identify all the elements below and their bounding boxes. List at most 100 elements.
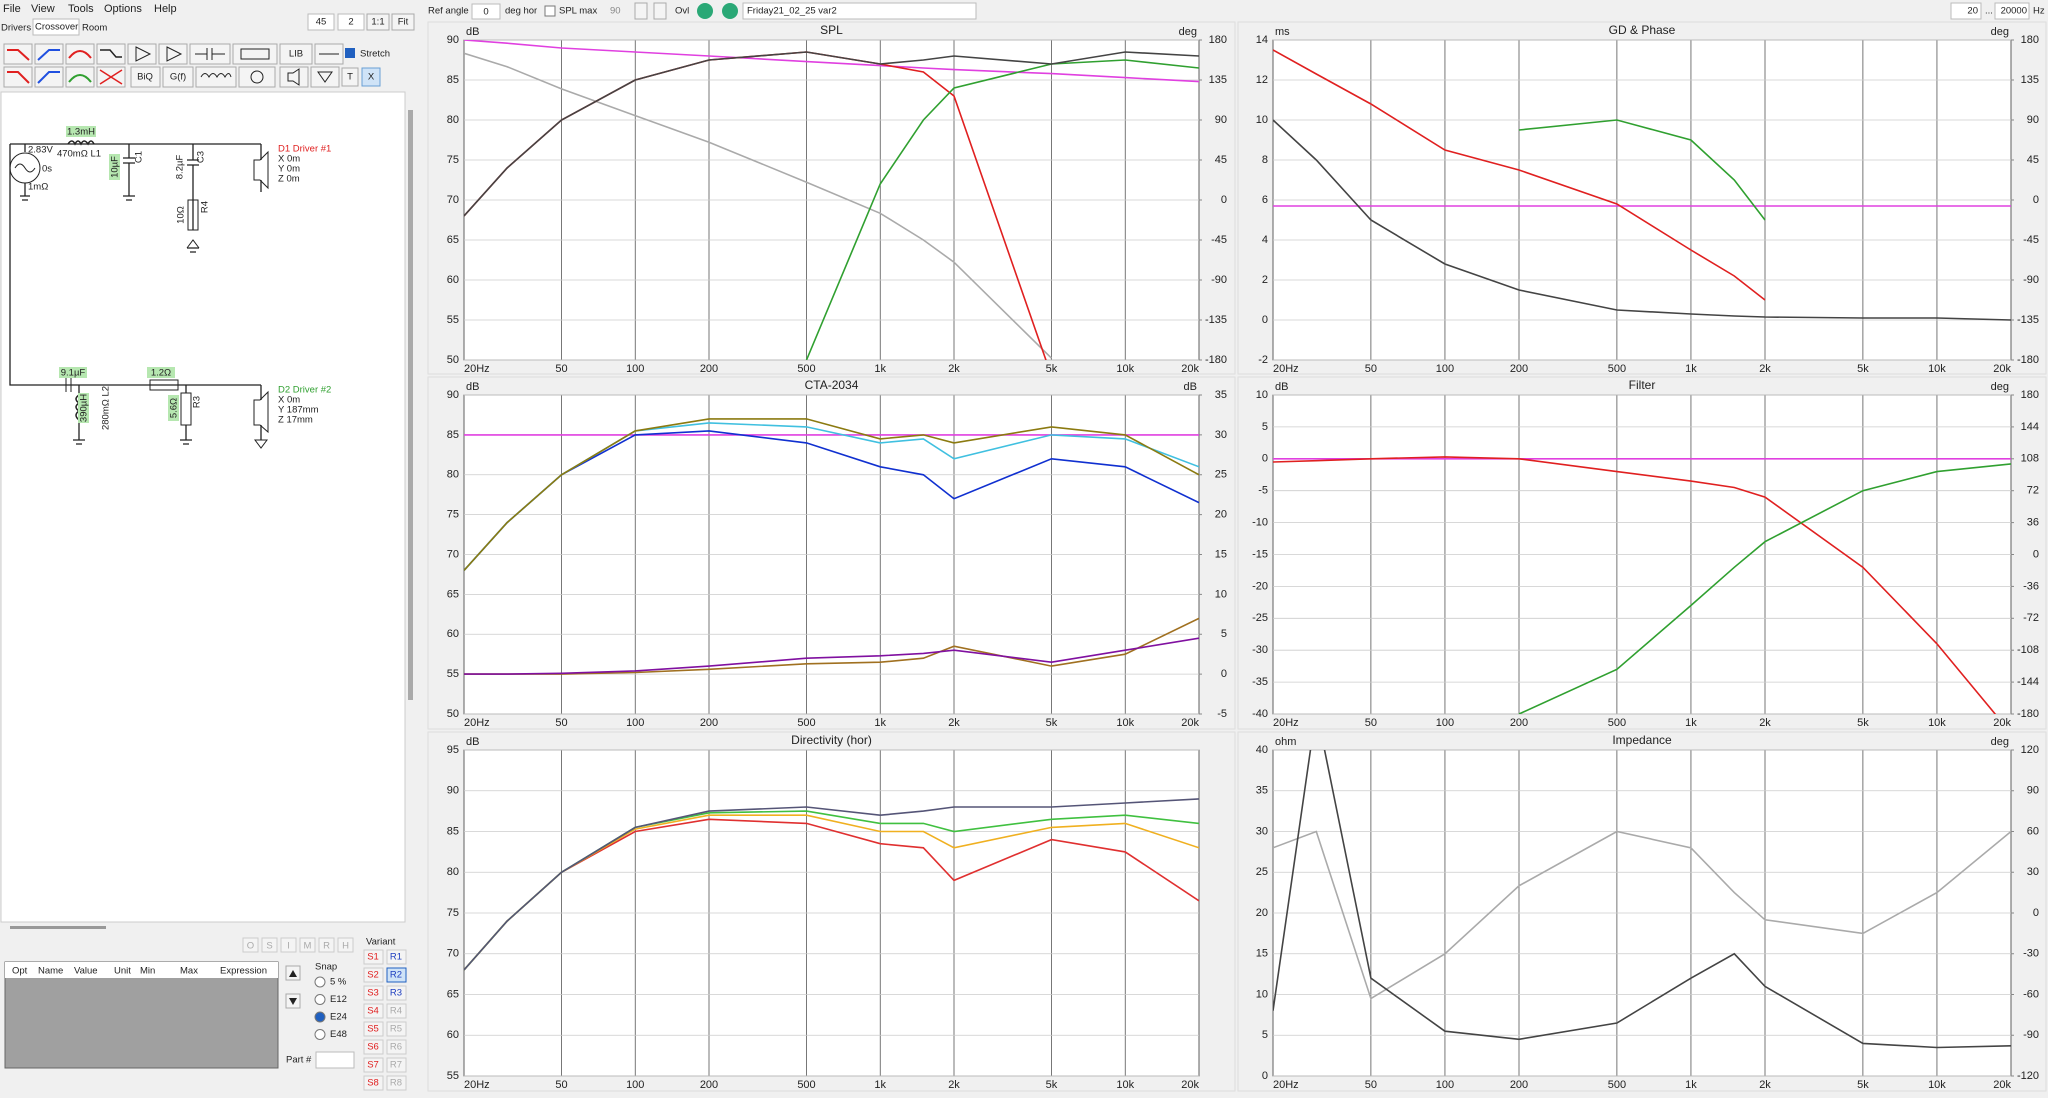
lowpass2-button[interactable] bbox=[3, 66, 33, 88]
option-button[interactable] bbox=[318, 937, 335, 953]
menu-item[interactable]: View bbox=[31, 3, 55, 15]
menu-item[interactable]: File bbox=[3, 3, 21, 15]
voltage-source bbox=[9, 152, 41, 184]
variant-r-button[interactable] bbox=[386, 949, 407, 965]
component-name: C1 bbox=[134, 151, 145, 163]
biq-button[interactable] bbox=[130, 66, 161, 88]
chart-title: Impedance bbox=[1612, 733, 1672, 747]
y2-tick-label: 72 bbox=[2027, 485, 2039, 497]
scrollbar bbox=[408, 110, 413, 700]
gf-button[interactable] bbox=[162, 66, 194, 88]
option-button[interactable] bbox=[242, 937, 259, 953]
variant-r-button[interactable] bbox=[386, 1021, 407, 1037]
variant-s: S7 bbox=[367, 1060, 379, 1071]
x-tick-label: 20k bbox=[1993, 717, 2011, 729]
shelf-button[interactable] bbox=[96, 43, 126, 65]
option-button[interactable] bbox=[299, 937, 316, 953]
y2-tick-label: 144 bbox=[2021, 421, 2039, 433]
option-button[interactable] bbox=[280, 937, 297, 953]
zoom-value: 45 bbox=[316, 17, 327, 28]
column-header: Min bbox=[140, 966, 155, 977]
tab[interactable]: Drivers bbox=[1, 23, 31, 34]
swap-button[interactable] bbox=[653, 2, 667, 20]
lowpass-button[interactable] bbox=[3, 43, 33, 65]
variant-s-button[interactable] bbox=[363, 1057, 384, 1073]
variant-s-button[interactable] bbox=[363, 1021, 384, 1037]
x-tick-label: 1k bbox=[874, 717, 886, 729]
icon bbox=[68, 50, 92, 59]
x-tick-label: 2k bbox=[1759, 1079, 1771, 1091]
one-to-one-button[interactable] bbox=[366, 13, 390, 31]
variant-r-button[interactable] bbox=[386, 1003, 407, 1019]
snap-radio[interactable] bbox=[314, 994, 326, 1005]
amp-button[interactable] bbox=[127, 43, 157, 65]
snap-option: 5 % bbox=[330, 977, 347, 988]
project-field[interactable] bbox=[742, 2, 977, 20]
amp2-button[interactable] bbox=[158, 43, 188, 65]
bandpass-button[interactable] bbox=[65, 43, 95, 65]
variant-s: S4 bbox=[367, 1006, 379, 1017]
zoom-field[interactable] bbox=[307, 13, 335, 31]
driver-position: Y 0m bbox=[278, 164, 300, 175]
x-tick-label: 2k bbox=[1759, 363, 1771, 375]
variant-s-button[interactable] bbox=[363, 1075, 384, 1091]
snap-radio[interactable] bbox=[314, 976, 326, 988]
x-tick-label: 10k bbox=[1116, 1079, 1134, 1091]
add-button[interactable] bbox=[697, 3, 713, 19]
menu-item[interactable]: Tools bbox=[68, 3, 94, 15]
field-value: 20000 bbox=[2001, 6, 2027, 17]
variant-r-button[interactable] bbox=[386, 967, 407, 983]
bandpass2-button[interactable] bbox=[65, 66, 95, 88]
y2-tick-label: -45 bbox=[2023, 234, 2039, 246]
label: Hz bbox=[2033, 6, 2045, 17]
variant-r-button[interactable] bbox=[386, 985, 407, 1001]
variant-s-button[interactable] bbox=[363, 985, 384, 1001]
option-button[interactable] bbox=[261, 937, 278, 953]
y-tick-label: 25 bbox=[1256, 866, 1268, 878]
x-tick-label: 20k bbox=[1181, 1079, 1199, 1091]
variant-s-button[interactable] bbox=[363, 967, 384, 983]
resistor-button[interactable] bbox=[232, 43, 278, 65]
stretch-checkbox[interactable] bbox=[345, 48, 355, 58]
snap-radio[interactable] bbox=[314, 1011, 326, 1023]
fmin-field[interactable] bbox=[1950, 2, 1982, 20]
x-button[interactable] bbox=[361, 67, 381, 87]
tab[interactable]: Room bbox=[82, 23, 107, 34]
x-tick-label: 20Hz bbox=[464, 1079, 490, 1091]
menu-item[interactable]: Options bbox=[104, 3, 142, 15]
lib-button[interactable] bbox=[279, 43, 313, 65]
variant-s-button[interactable] bbox=[363, 1003, 384, 1019]
transformer-button[interactable] bbox=[238, 66, 276, 88]
t-button[interactable] bbox=[341, 67, 359, 87]
remove-button[interactable] bbox=[722, 3, 738, 19]
speaker-button[interactable] bbox=[279, 66, 309, 88]
variant-s-button[interactable] bbox=[363, 949, 384, 965]
variant-r-button[interactable] bbox=[386, 1039, 407, 1055]
fit-button[interactable] bbox=[391, 13, 415, 31]
inductor-button[interactable] bbox=[195, 66, 237, 88]
component-info: 280mΩ L2 bbox=[101, 386, 112, 430]
highpass2-button[interactable] bbox=[34, 66, 64, 88]
menu-item[interactable]: Help bbox=[154, 3, 177, 15]
option-button[interactable] bbox=[337, 937, 354, 953]
highpass-button[interactable] bbox=[34, 43, 64, 65]
component-value: 1.2Ω bbox=[151, 368, 171, 379]
variant-s-button[interactable] bbox=[363, 1039, 384, 1055]
spin-button[interactable] bbox=[634, 2, 648, 20]
variant-r-button[interactable] bbox=[386, 1057, 407, 1073]
ref-angle-field[interactable] bbox=[471, 3, 501, 20]
part-field[interactable] bbox=[315, 1051, 355, 1069]
capacitor-button[interactable] bbox=[189, 43, 231, 65]
resistor-r4 bbox=[187, 199, 199, 231]
fmax-field[interactable] bbox=[1994, 2, 2030, 20]
snap-radio[interactable] bbox=[314, 1029, 326, 1040]
variant-r-button[interactable] bbox=[386, 1075, 407, 1091]
ground-button[interactable] bbox=[310, 66, 340, 88]
tab[interactable]: Crossover bbox=[35, 22, 78, 33]
step-field[interactable] bbox=[337, 13, 365, 31]
x-tick-label: 500 bbox=[1608, 717, 1626, 729]
x-tick-label: 500 bbox=[1608, 1079, 1626, 1091]
icon bbox=[317, 71, 333, 83]
spl-max-checkbox[interactable] bbox=[544, 5, 556, 17]
